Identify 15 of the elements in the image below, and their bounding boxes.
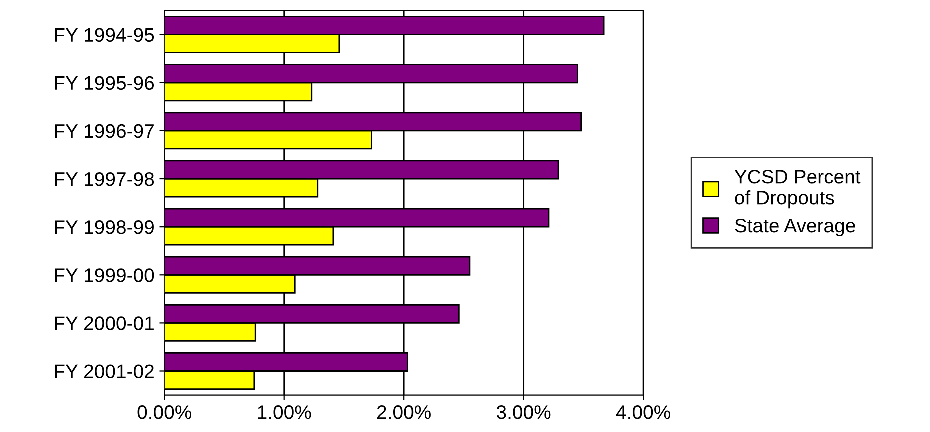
y-tick-label: FY 1994-95 — [55, 28, 154, 42]
y-tick-label: FY 1998-99 — [55, 220, 154, 234]
y-tick-label: FY 1999-00 — [55, 268, 154, 282]
legend-label: State Average — [735, 218, 856, 237]
x-tick-label: 2.00% — [378, 406, 431, 420]
y-tick-label: FY 1996-97 — [55, 124, 154, 138]
x-tick-label: 4.00% — [616, 406, 670, 420]
y-tick-label: FY 1997-98 — [55, 172, 154, 186]
y-tick-label: FY 1995-96 — [55, 76, 154, 90]
x-tick-label: 0.00% — [138, 406, 192, 420]
y-tick-label: FY 2000-01 — [55, 316, 154, 330]
x-tick-label: 1.00% — [258, 406, 312, 420]
y-tick-label: FY 2001-02 — [55, 364, 154, 378]
x-tick-label: 3.00% — [497, 406, 551, 420]
legend-label: YCSD Percent of Dropouts — [734, 170, 861, 209]
